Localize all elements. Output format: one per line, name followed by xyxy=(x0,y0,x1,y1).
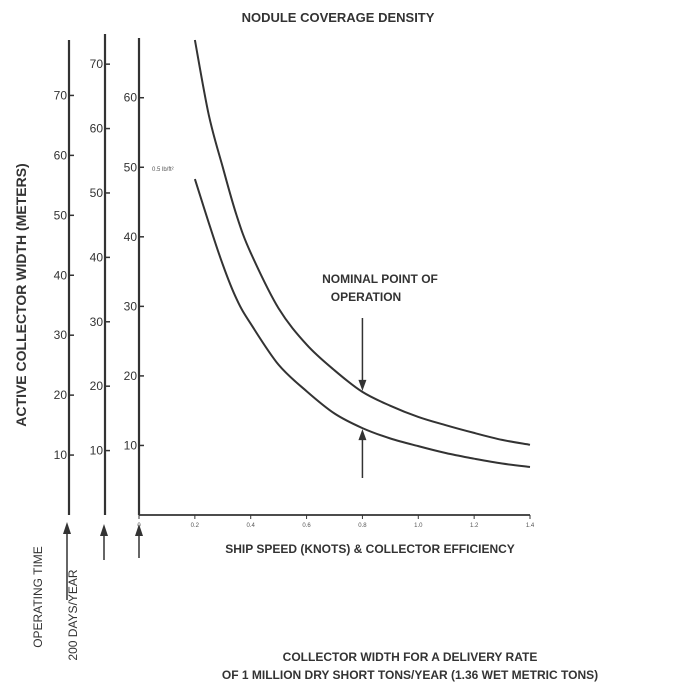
x-tick-label-7: 1.4 xyxy=(526,523,535,529)
y-axis-3-tick-label-30: 30 xyxy=(124,299,138,313)
y-axis-2-tick-label-60: 60 xyxy=(90,122,104,136)
y-axis-3-tick-label-50: 50 xyxy=(124,160,138,174)
operating-time-arrow-head xyxy=(63,522,71,534)
chart-title: NODULE COVERAGE DENSITY xyxy=(242,10,435,25)
y-axis-3-tick-label-60: 60 xyxy=(124,91,138,105)
y-axis-2-tick-label-50: 50 xyxy=(90,186,104,200)
y-axis-1-tick-label-70: 70 xyxy=(54,88,68,102)
y-axis-3-tick-label-10: 10 xyxy=(124,438,138,452)
x-tick-label-4: 0.8 xyxy=(358,523,367,529)
y-axis-3-tick-label-40: 40 xyxy=(124,230,138,244)
y-axis-1-tick-label-60: 60 xyxy=(54,148,68,162)
nominal-arrow-up-head xyxy=(358,429,367,441)
nominal-arrow-down-head xyxy=(358,379,367,391)
curve-small-label: 0.5 lb/ft² xyxy=(152,167,174,173)
x-tick-label-1: 0.2 xyxy=(191,523,200,529)
nominal-point-arrows xyxy=(358,318,367,478)
y-axis-2-tick-label-30: 30 xyxy=(90,315,104,329)
y-axis-1-tick-label-30: 30 xyxy=(54,328,68,342)
caption-line-1: COLLECTOR WIDTH FOR A DELIVERY RATE xyxy=(283,650,538,664)
y-axis-1-tick-label-40: 40 xyxy=(54,268,68,282)
annotation-line-2: OPERATION xyxy=(331,290,401,304)
y-axis-2-tick-label-20: 20 xyxy=(90,379,104,393)
series-line-2 xyxy=(193,178,531,468)
x-tick-label-2: 0.4 xyxy=(247,523,256,529)
y-axis-1-tick-label-20: 20 xyxy=(54,388,68,402)
y-axis-3-tick-label-20: 20 xyxy=(124,369,138,383)
y-axis-1-tick-label-10: 10 xyxy=(54,448,68,462)
y-axis-2-tick-label-70: 70 xyxy=(90,57,104,71)
efficiency-arrow-head xyxy=(135,524,143,536)
x-tick-label-6: 1.2 xyxy=(470,523,479,529)
y-axis-1-tick-label-50: 50 xyxy=(54,208,68,222)
x-axis-label: SHIP SPEED (KNOTS) & COLLECTOR EFFICIENC… xyxy=(225,542,515,556)
days-per-year-label: 200 DAYS/YEAR xyxy=(66,569,80,660)
x-tick-label-3: 0.6 xyxy=(302,523,311,529)
annotation-line-1: NOMINAL POINT OF xyxy=(322,272,438,286)
x-axis-ticks: 0 0.2 0.4 0.6 0.8 1.0 1.2 1.4 xyxy=(137,515,535,529)
operating-time-label: OPERATING TIME xyxy=(31,546,45,648)
caption-line-2: OF 1 MILLION DRY SHORT TONS/YEAR (1.36 W… xyxy=(222,668,598,682)
x-tick-label-5: 1.0 xyxy=(414,523,423,529)
y-axis-label: ACTIVE COLLECTOR WIDTH (METERS) xyxy=(13,163,29,426)
y-axis-2-tick-label-40: 40 xyxy=(90,250,104,264)
y-axis-2-tick-label-10: 10 xyxy=(90,444,104,458)
days-arrow-head xyxy=(100,524,108,536)
series-group xyxy=(193,39,531,468)
x-tick-label-0: 0 xyxy=(137,523,141,529)
series-line-1 xyxy=(193,39,531,446)
y-axes-ticks: 10 20 30 40 50 60 70 10 20 30 40 50 60 70 10 20 30 40 50 60 xyxy=(54,57,144,462)
